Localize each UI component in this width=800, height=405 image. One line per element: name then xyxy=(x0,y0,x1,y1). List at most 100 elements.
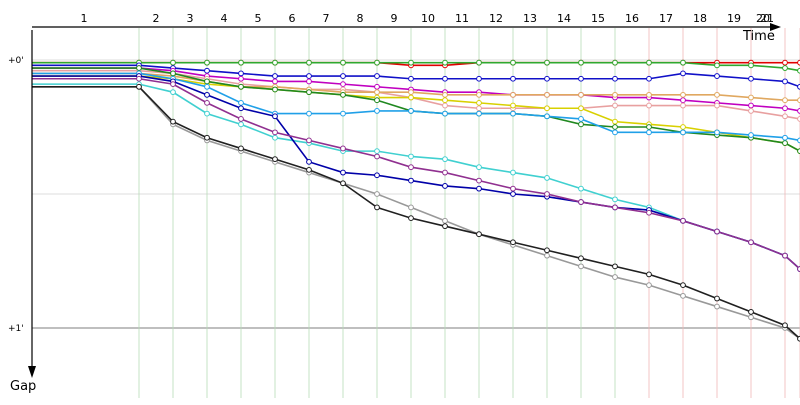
data-point xyxy=(238,145,244,152)
lap-label: 21 xyxy=(760,12,774,25)
lap-label: 16 xyxy=(625,12,639,25)
lap-label: 1 xyxy=(81,12,88,25)
data-point xyxy=(544,191,550,197)
data-point xyxy=(782,140,788,146)
data-point xyxy=(510,75,516,82)
data-point xyxy=(680,91,686,98)
data-point xyxy=(340,81,346,88)
data-point xyxy=(544,113,550,120)
series-line xyxy=(32,61,800,72)
data-point xyxy=(510,185,516,192)
data-point xyxy=(748,94,754,101)
lap-label: 15 xyxy=(591,12,605,25)
data-point xyxy=(408,89,414,96)
data-point xyxy=(476,231,482,238)
data-point xyxy=(680,102,686,109)
data-point xyxy=(646,129,652,136)
data-point xyxy=(340,145,346,152)
data-point xyxy=(442,156,448,163)
data-point xyxy=(374,148,380,155)
data-point xyxy=(374,204,380,211)
data-point xyxy=(408,94,414,101)
data-point xyxy=(136,83,142,90)
data-point xyxy=(340,91,346,98)
data-point xyxy=(442,59,448,66)
data-point xyxy=(748,108,754,114)
data-point xyxy=(306,158,312,165)
lap-label: 8 xyxy=(357,12,364,25)
series-group xyxy=(32,83,800,342)
data-point xyxy=(510,59,516,66)
data-point xyxy=(340,180,346,187)
data-point xyxy=(306,78,312,85)
data-point xyxy=(408,164,414,171)
data-point xyxy=(238,121,244,128)
data-point xyxy=(612,118,618,125)
data-point xyxy=(204,78,210,85)
data-point xyxy=(612,124,618,130)
data-point xyxy=(476,75,482,82)
series-line xyxy=(32,86,800,340)
data-point xyxy=(578,185,584,192)
data-point xyxy=(612,263,618,270)
x-axis-arrow xyxy=(770,23,781,31)
y-tick-label: +1' xyxy=(8,324,24,334)
data-point xyxy=(612,129,618,136)
data-point xyxy=(782,65,788,71)
series-layer xyxy=(32,59,800,342)
data-point xyxy=(680,70,686,77)
data-point xyxy=(578,263,584,270)
data-point xyxy=(544,91,550,98)
data-point xyxy=(238,105,244,112)
data-point xyxy=(306,166,312,173)
data-point xyxy=(374,172,380,179)
lap-label: 19 xyxy=(727,12,741,25)
data-point xyxy=(306,89,312,96)
data-point xyxy=(748,75,754,82)
data-point xyxy=(408,153,414,160)
data-point xyxy=(408,75,414,82)
lap-label: 13 xyxy=(523,12,537,25)
data-point xyxy=(136,65,142,71)
data-point xyxy=(204,134,210,141)
data-point xyxy=(782,134,788,141)
data-point xyxy=(272,156,278,163)
lap-label: 7 xyxy=(323,12,330,25)
lap-label: 17 xyxy=(659,12,673,25)
data-point xyxy=(782,105,788,112)
data-point xyxy=(408,204,414,211)
data-point xyxy=(272,134,278,141)
series-group xyxy=(32,59,800,74)
data-point xyxy=(510,102,516,109)
data-point xyxy=(680,282,686,289)
data-point xyxy=(714,73,720,79)
data-point xyxy=(646,91,652,98)
data-point xyxy=(374,59,380,66)
data-point xyxy=(510,169,516,176)
data-point xyxy=(748,62,754,69)
data-point xyxy=(408,59,414,66)
data-point xyxy=(442,75,448,82)
data-point xyxy=(714,228,720,235)
data-point xyxy=(680,124,686,130)
data-point xyxy=(510,110,516,117)
data-point xyxy=(612,75,618,82)
data-point xyxy=(612,274,618,280)
data-point xyxy=(748,309,754,315)
data-point xyxy=(170,118,176,125)
data-point xyxy=(374,153,380,160)
series-line xyxy=(32,77,800,270)
data-point xyxy=(578,75,584,82)
data-point xyxy=(408,177,414,184)
data-point xyxy=(476,177,482,184)
data-point xyxy=(272,86,278,93)
series-group xyxy=(32,75,800,272)
series-line xyxy=(32,64,800,88)
data-point xyxy=(476,110,482,117)
data-point xyxy=(442,217,448,224)
series-group xyxy=(32,81,800,272)
lap-label: 20 xyxy=(756,12,770,25)
lap-label: 5 xyxy=(255,12,262,25)
